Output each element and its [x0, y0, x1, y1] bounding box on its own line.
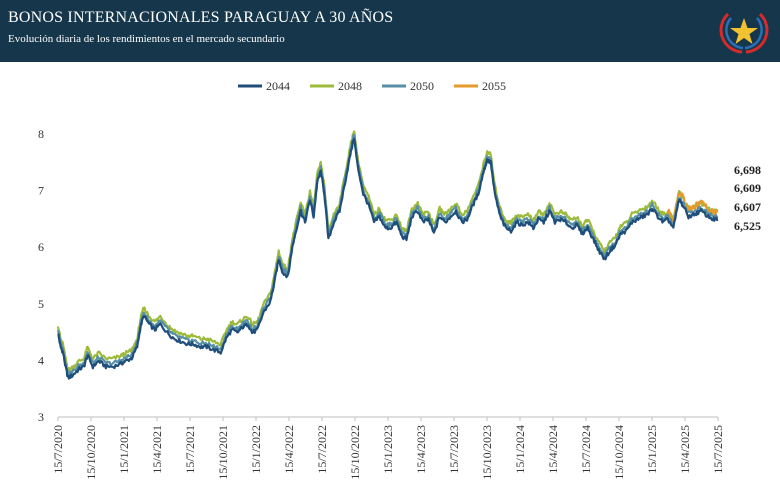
x-tick-label: 15/4/2023 — [414, 425, 428, 474]
legend-label-2050: 2050 — [410, 79, 434, 93]
x-tick-label: 15/10/2020 — [84, 425, 98, 480]
y-tick-label: 7 — [38, 184, 44, 198]
x-tick-label: 15/1/2021 — [117, 425, 131, 474]
x-tick-label: 15/4/2021 — [150, 425, 164, 474]
x-tick-label: 15/7/2022 — [315, 425, 329, 474]
x-tick-label: 15/1/2024 — [513, 425, 527, 474]
end-label: 6,525 — [734, 219, 761, 233]
series-line-2044 — [57, 137, 719, 380]
y-tick-label: 5 — [38, 297, 44, 311]
axes: 3 4 5 6 7 8 15/7/2020 15/10/2020 15/1/2021 15/4/2… — [38, 127, 725, 480]
chart-title: BONOS INTERNACIONALES PARAGUAY A 30 AÑOS — [8, 9, 394, 26]
x-tick-label: 15/4/2025 — [678, 425, 692, 474]
x-tick-label: 15/7/2023 — [447, 425, 461, 474]
y-tick-label: 3 — [38, 410, 44, 424]
header-bar: BONOS INTERNACIONALES PARAGUAY A 30 AÑOS… — [0, 0, 780, 62]
x-tick-label: 15/10/2023 — [480, 425, 494, 480]
x-tick-label: 15/10/2024 — [612, 425, 626, 480]
end-label: 6,698 — [734, 163, 761, 177]
end-label: 6,609 — [734, 181, 761, 195]
chart-area: 2044 2048 2050 2055 3 4 5 6 7 8 15/7/2020 15/10/20… — [38, 79, 761, 480]
end-label: 6,607 — [734, 200, 761, 214]
end-labels: 6,698 6,609 6,607 6,525 — [734, 163, 761, 233]
legend: 2044 2048 2050 2055 — [238, 79, 506, 93]
legend-label-2044: 2044 — [266, 79, 290, 93]
x-tick-label: 15/1/2025 — [645, 425, 659, 474]
x-tick-label: 15/1/2023 — [381, 425, 395, 474]
plot-lines — [56, 130, 719, 380]
y-tick-label: 4 — [38, 353, 44, 367]
y-tick-label: 8 — [38, 127, 44, 141]
x-tick-label: 15/7/2021 — [183, 425, 197, 474]
x-tick-label: 15/4/2024 — [546, 425, 560, 474]
x-tick-label: 15/7/2024 — [579, 425, 593, 474]
series-line-2048 — [56, 130, 719, 372]
x-tick-label: 15/7/2020 — [51, 425, 65, 474]
series-line-2050 — [56, 134, 719, 377]
x-tick-label: 15/10/2022 — [348, 425, 362, 480]
x-tick-label: 15/4/2022 — [282, 425, 296, 474]
chart-subtitle: Evolución diaria de los rendimientos en … — [8, 33, 285, 45]
x-tick-label: 15/7/2025 — [711, 425, 725, 474]
x-tick-label: 15/1/2022 — [249, 425, 263, 474]
paraguay-emblem-icon — [719, 12, 769, 54]
y-tick-label: 6 — [38, 240, 44, 254]
x-tick-label: 15/10/2021 — [216, 425, 230, 480]
legend-label-2055: 2055 — [482, 79, 506, 93]
legend-label-2048: 2048 — [338, 79, 362, 93]
